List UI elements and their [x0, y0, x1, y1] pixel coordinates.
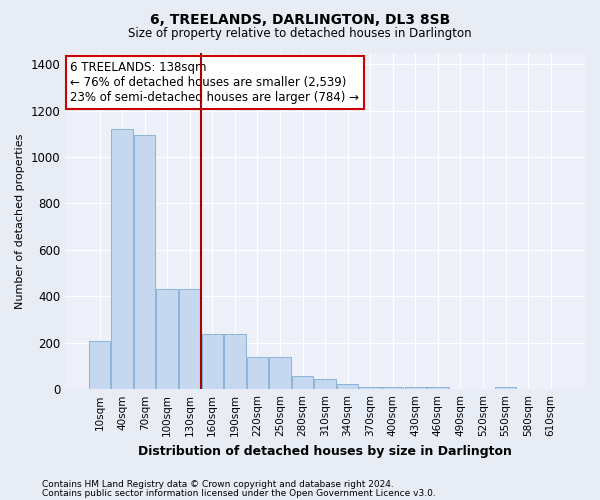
Bar [134, 135, 155, 390]
Bar [202, 334, 223, 390]
Text: Contains HM Land Registry data © Crown copyright and database right 2024.: Contains HM Land Registry data © Crown c… [42, 480, 394, 489]
Bar [179, 290, 200, 390]
Y-axis label: Number of detached properties: Number of detached properties [15, 133, 25, 308]
Bar [247, 357, 268, 390]
Text: 6, TREELANDS, DARLINGTON, DL3 8SB: 6, TREELANDS, DARLINGTON, DL3 8SB [150, 12, 450, 26]
Bar [224, 334, 245, 390]
Bar [382, 386, 403, 390]
Bar [359, 386, 381, 390]
Bar [427, 386, 449, 390]
Bar [112, 129, 133, 390]
Text: Contains public sector information licensed under the Open Government Licence v3: Contains public sector information licen… [42, 488, 436, 498]
X-axis label: Distribution of detached houses by size in Darlington: Distribution of detached houses by size … [138, 444, 512, 458]
Bar [157, 290, 178, 390]
Text: Size of property relative to detached houses in Darlington: Size of property relative to detached ho… [128, 28, 472, 40]
Text: 6 TREELANDS: 138sqm
← 76% of detached houses are smaller (2,539)
23% of semi-det: 6 TREELANDS: 138sqm ← 76% of detached ho… [70, 61, 359, 104]
Bar [89, 340, 110, 390]
Bar [269, 357, 290, 390]
Bar [404, 386, 426, 390]
Bar [314, 379, 336, 390]
Bar [337, 384, 358, 390]
Bar [495, 386, 516, 390]
Bar [292, 376, 313, 390]
